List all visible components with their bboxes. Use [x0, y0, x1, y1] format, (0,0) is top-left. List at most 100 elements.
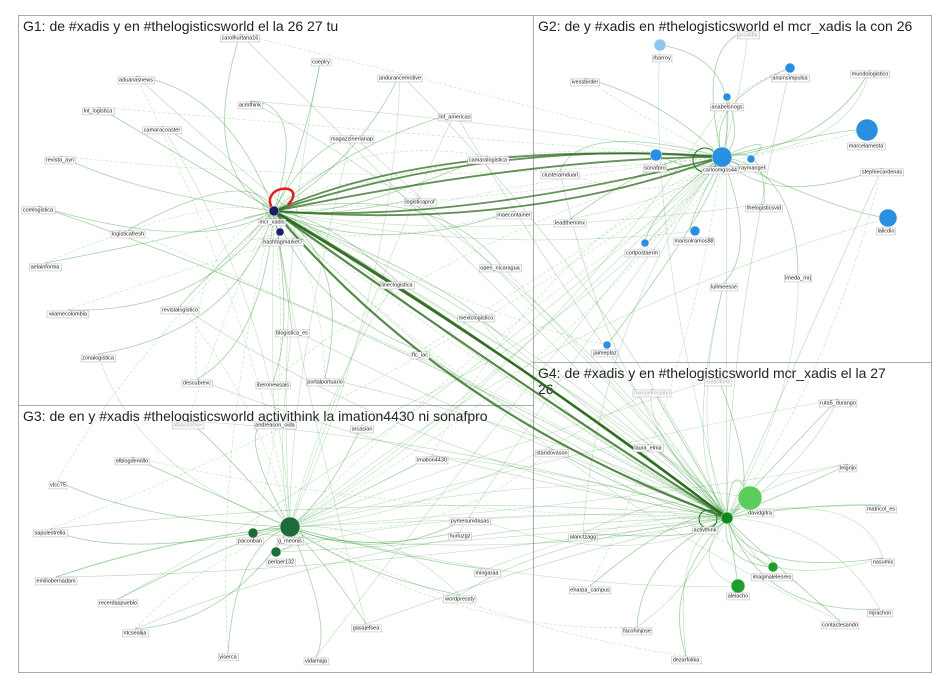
node-label: leadthemmx — [553, 219, 587, 228]
label-box — [838, 464, 858, 473]
edge — [224, 33, 275, 212]
edge — [134, 526, 291, 630]
node — [711, 146, 733, 168]
edge — [289, 526, 461, 596]
node-label: portalportuario — [306, 378, 344, 387]
node — [275, 227, 285, 237]
node-label-text: andurancemotive — [379, 75, 421, 81]
node-label-text: ivessbirder — [572, 79, 599, 85]
label-box — [171, 421, 205, 430]
edge — [289, 377, 719, 528]
node-label: emiliobernadam — [35, 577, 78, 586]
label-box — [415, 456, 449, 465]
label-box — [262, 238, 304, 247]
edge — [117, 526, 291, 600]
node-label: vidamaja — [303, 657, 330, 666]
edge — [57, 210, 275, 482]
edge — [273, 210, 728, 519]
edge — [289, 156, 723, 528]
edge — [431, 156, 723, 457]
node — [878, 208, 898, 228]
node-label: ruta5_durango — [818, 399, 858, 408]
edge — [559, 140, 723, 172]
node-label-text: mjrachon — [869, 610, 892, 616]
label-box — [274, 329, 310, 338]
edge — [706, 282, 728, 519]
edge — [289, 526, 322, 658]
edge — [399, 73, 728, 519]
edge — [285, 57, 322, 528]
label-box — [771, 74, 810, 83]
node-label-text: coeplry — [312, 59, 330, 65]
node-label-text: manuelrespino — [634, 390, 670, 396]
node-label-text: ansmsimpulsa — [772, 75, 808, 81]
edge — [289, 156, 723, 528]
node-label-text: jaimeplaz — [592, 350, 616, 356]
edge — [289, 526, 461, 543]
node-label: perlaer132 — [266, 558, 296, 567]
label-box — [350, 425, 374, 434]
label-box — [704, 378, 732, 387]
edge — [273, 210, 515, 236]
node-label: mextclogistico — [457, 314, 495, 323]
label-box — [818, 399, 858, 408]
label-box — [255, 381, 291, 390]
node-label-text: portalportuario — [307, 379, 342, 385]
label-box — [746, 509, 775, 518]
label-box — [181, 379, 213, 388]
edge — [243, 210, 275, 219]
edge — [273, 156, 723, 217]
edge — [289, 112, 456, 528]
node-label-text: arcasian — [352, 426, 373, 432]
edge — [273, 210, 367, 625]
edge — [161, 125, 291, 528]
edge — [559, 156, 723, 189]
label-box — [710, 103, 745, 112]
edge — [249, 100, 723, 158]
node-label-text: aleiacho — [728, 593, 749, 599]
edge — [273, 210, 398, 282]
self-loop — [268, 187, 295, 212]
edge — [726, 517, 884, 563]
edge — [726, 273, 799, 519]
edge — [725, 517, 774, 568]
node-label-text: magazzinerianap — [331, 136, 373, 142]
edge — [419, 156, 723, 352]
node-label: wiamecolombia — [46, 310, 90, 319]
node — [746, 154, 756, 164]
edge — [273, 112, 456, 212]
node-label-text: paconban — [238, 538, 262, 544]
label-box — [745, 204, 783, 213]
node-label: recerdaspueblo — [97, 599, 139, 608]
node — [247, 527, 259, 539]
node-label-text: matricol_es — [867, 506, 895, 512]
label-box — [570, 78, 600, 87]
node-label: lelgrijo — [838, 464, 858, 473]
label-box — [540, 171, 580, 180]
edge — [289, 526, 367, 625]
node-label: davidgitra — [746, 509, 775, 518]
node-label: ntcsealija — [122, 629, 149, 638]
edge — [273, 129, 868, 212]
label-box — [737, 31, 760, 40]
label-box — [48, 481, 68, 490]
edge — [712, 30, 749, 158]
label-box — [142, 126, 182, 135]
label-box — [303, 657, 330, 666]
node-label: elblogdemillo — [114, 457, 150, 466]
node-label: stephiecardenas — [860, 168, 904, 177]
edge — [721, 30, 749, 158]
edge — [67, 210, 275, 311]
label-box — [621, 627, 653, 636]
node-label: wordpressty — [442, 595, 477, 604]
edge — [273, 210, 421, 352]
node-label-text: facohinjose — [623, 628, 651, 634]
node-label-text: carlosmgss44 — [703, 167, 737, 173]
node-label: ruedoforte — [704, 378, 732, 387]
edge — [659, 44, 729, 158]
label-box — [442, 595, 477, 604]
edge — [179, 305, 291, 528]
edge — [721, 156, 741, 284]
edge — [97, 106, 723, 158]
node-label: carlosmgss44 — [701, 166, 739, 175]
